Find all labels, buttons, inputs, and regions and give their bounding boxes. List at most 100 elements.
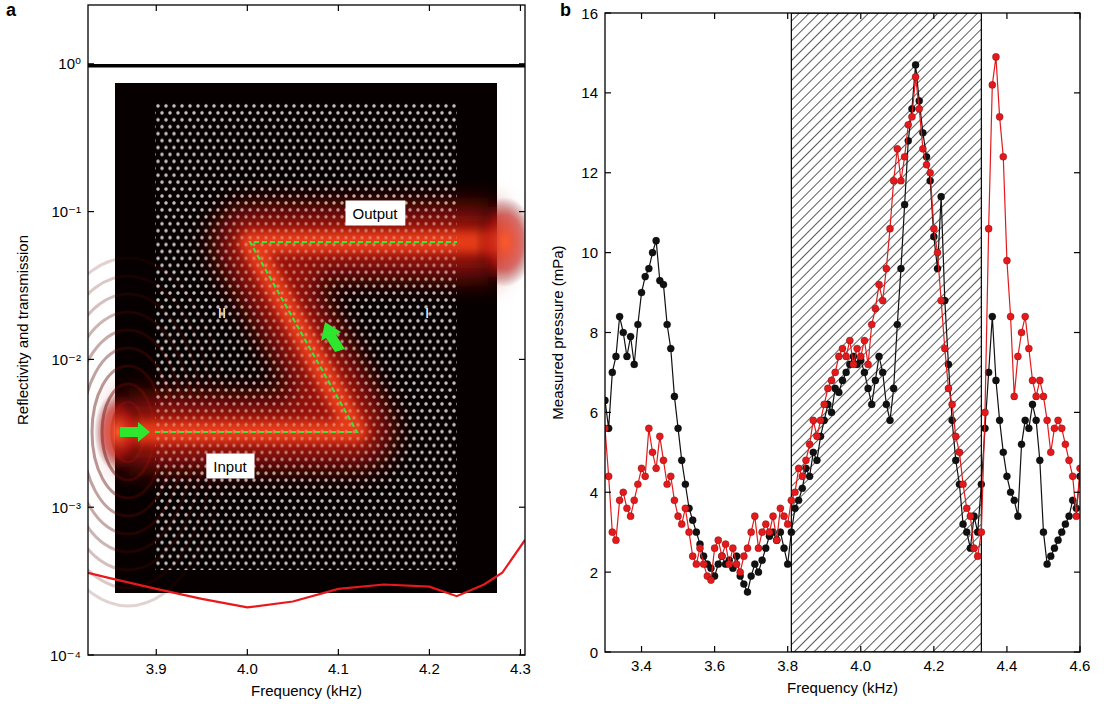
x-tick [1006,13,1007,19]
series-point [1022,417,1029,424]
inset-label-box [206,454,254,479]
x-tick [247,649,248,655]
series-point [930,225,937,232]
series-point [846,337,853,344]
inset-lattice [155,103,457,570]
series-point [759,529,766,536]
series-point [952,457,959,464]
series-point [1003,473,1010,480]
series-point [689,553,696,560]
series-point [956,449,963,456]
series-point [967,513,974,520]
series-point [609,369,616,376]
series-point [843,369,850,376]
series-point [718,553,725,560]
series-point [897,177,904,184]
series-point [978,481,985,488]
series-point [777,505,784,512]
series-point [1058,425,1065,432]
series-point [733,561,740,568]
inset-label: Output [352,205,398,222]
series-point [784,561,791,568]
series-point [645,265,652,272]
plot-area [605,13,1080,652]
series-point [715,537,722,544]
inset-label-box [345,201,405,226]
x-axis-title: Frequency (kHz) [787,679,898,696]
series-point [671,497,678,504]
series-point [810,449,817,456]
series-point [857,353,864,360]
x-tick [429,5,430,11]
series-point [748,573,755,580]
x-tick-label: 3.4 [631,657,652,674]
series-point [693,561,700,568]
panel-b: 3.43.63.84.04.24.44.60246810121416Freque… [549,0,1090,696]
series-point [945,385,952,392]
series-point [1025,345,1032,352]
series-point [678,521,685,528]
series-point [864,361,871,368]
y-tick [605,172,611,173]
series-point [1029,401,1036,408]
series-point [879,369,886,376]
series-point [740,553,747,560]
x-tick [860,646,861,652]
series-point [835,389,842,396]
x-tick [714,13,715,19]
y-tick [605,412,611,413]
series-point [1040,529,1047,536]
series-point [802,457,809,464]
series-point [788,497,795,504]
series-point [1044,417,1051,424]
series-point [795,465,802,472]
inset-label: II [218,304,226,321]
series-point [682,481,689,488]
panel-a: OutputInputIII3.94.04.14.24.310⁻⁴10⁻³10⁻… [6,0,535,699]
series-point [1036,457,1043,464]
series-point [959,481,966,488]
y-tick [605,92,611,93]
x-tick-label: 4.0 [237,660,258,677]
series-point [919,129,926,136]
series-point [806,473,813,480]
series-point [1000,153,1007,160]
series-point [843,353,850,360]
series-point [839,377,846,384]
series-point [784,521,791,528]
series-point [751,513,758,520]
series-point [813,433,820,440]
y-tick [519,359,525,360]
series-point [1011,393,1018,400]
series-point [813,457,820,464]
series-point [674,513,681,520]
x-tick [933,13,934,19]
series-point [682,505,689,512]
series-point [912,73,919,80]
x-tick [714,646,715,652]
figure: OutputInputIII3.94.04.14.24.310⁻⁴10⁻³10⁻… [0,0,1107,704]
series-point [835,353,842,360]
series-point [623,353,630,360]
series-point [769,513,776,520]
inset-interface [155,242,457,432]
series-point [762,521,769,528]
x-tick-label: 3.9 [146,660,167,677]
series-point [1033,417,1040,424]
series-point [678,457,685,464]
series-point [864,385,871,392]
x-tick [787,13,788,19]
plot-frame [605,13,1080,652]
series-point [1051,425,1058,432]
x-tick-label: 4.4 [996,657,1017,674]
series-point [927,169,934,176]
series-point [872,377,879,384]
series-line [88,64,525,68]
series-point [718,553,725,560]
series-point [744,588,751,595]
series-point [861,337,868,344]
x-tick-label: 4.2 [419,660,440,677]
series-point [875,353,882,360]
y-tick [1074,252,1080,253]
series-point [762,545,769,552]
